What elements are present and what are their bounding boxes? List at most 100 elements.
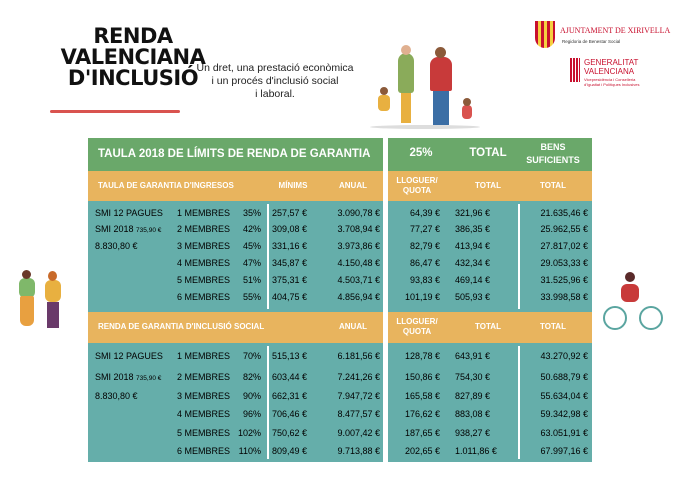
rent-quota: 187,65 € — [404, 428, 440, 438]
bens-total-header: TOTAL — [540, 181, 566, 190]
percent: 42% — [242, 224, 261, 234]
total-header: TOTAL — [475, 322, 501, 331]
divider — [518, 346, 520, 459]
title-line: VALENCIANA — [60, 45, 206, 69]
percent: 96% — [242, 409, 261, 419]
assets-limit: 50.688,79 € — [540, 372, 588, 382]
col-25-header: 25% — [409, 147, 433, 159]
section-header: TAULA DE GARANTIA D'INGRESOS MÍNIMS ANUA… — [88, 171, 383, 201]
annual-value: 8.477,57 € — [337, 409, 380, 419]
total-value: 938,27 € — [455, 428, 491, 438]
monthly-minimum: 809,49 € — [272, 446, 308, 456]
minims-header: MÍNIMS — [278, 181, 308, 190]
bens-total-header: TOTAL — [540, 322, 566, 331]
smi-2018: SMI 2018 735,90 € — [95, 372, 161, 382]
members: 4 MEMBRES — [177, 258, 231, 268]
anual-header: ANUAL — [339, 181, 367, 190]
col-total-header: TOTAL — [469, 147, 507, 159]
smi-2018: SMI 2018 735,90 € — [95, 224, 161, 234]
annual-value: 3.708,94 € — [337, 224, 380, 234]
assets-limit: 43.270,92 € — [540, 351, 588, 361]
percent: 47% — [242, 258, 261, 268]
assets-limit: 63.051,91 € — [540, 428, 588, 438]
assets-limit: 31.525,96 € — [540, 275, 588, 285]
rent-quota: 150,86 € — [404, 372, 440, 382]
percent: 35% — [242, 208, 261, 218]
annual-value: 4.856,94 € — [337, 292, 380, 302]
annual-value: 3.973,86 € — [337, 241, 380, 251]
monthly-minimum: 404,75 € — [272, 292, 308, 302]
assets-limit: 25.962,55 € — [540, 224, 588, 234]
generalitat-emblem-icon — [570, 58, 580, 82]
annual-value: 4.503,71 € — [337, 275, 380, 285]
percent: 102% — [237, 428, 261, 438]
rent-quota: 176,62 € — [404, 409, 440, 419]
monthly-minimum: 309,08 € — [272, 224, 308, 234]
monthly-minimum: 257,57 € — [272, 208, 308, 218]
monthly-minimum: 706,46 € — [272, 409, 308, 419]
members: 2 MEMBRES — [177, 372, 231, 382]
family-illustration — [370, 45, 480, 130]
members: 1 MEMBRES — [177, 208, 231, 218]
members: 5 MEMBRES — [177, 428, 231, 438]
monthly-minimum: 662,31 € — [272, 391, 308, 401]
rent-quota: 77,27 € — [409, 224, 440, 234]
percent: 110% — [238, 446, 261, 456]
percent: 45% — [242, 241, 261, 251]
monthly-minimum: 750,62 € — [272, 428, 308, 438]
assets-limit: 33.998,58 € — [540, 292, 588, 302]
title-line: D'INCLUSIÓ — [67, 66, 199, 90]
generalitat-sub: d'Igualtat i Polítiques Inclusives — [584, 82, 640, 87]
members: 2 MEMBRES — [177, 224, 231, 234]
annual-value: 4.150,48 € — [337, 258, 380, 268]
monthly-minimum: 345,87 € — [272, 258, 308, 268]
assets-limit: 21.635,46 € — [540, 208, 588, 218]
total-value: 827,89 € — [455, 391, 491, 401]
annual-value: 3.090,78 € — [337, 208, 380, 218]
anual-header: ANUAL — [339, 322, 367, 331]
rent-quota: 202,65 € — [404, 446, 440, 456]
total-value: 413,94 € — [455, 241, 491, 251]
members: 5 MEMBRES — [177, 275, 231, 285]
total-value: 386,35 € — [455, 224, 491, 234]
smi-year: SMI 2018 — [95, 224, 134, 234]
total-value: 505,93 € — [455, 292, 491, 302]
smi-annual: 8.830,80 € — [95, 241, 138, 251]
table-title-bar: TAULA 2018 DE LÍMITS DE RENDA DE GARANTI… — [88, 138, 383, 171]
lloguer-header: LLOGUER/ QUOTA — [396, 176, 438, 195]
assets-limit: 29.053,33 € — [540, 258, 588, 268]
assets-limit: 67.997,16 € — [540, 446, 588, 456]
rent-quota: 86,47 € — [409, 258, 440, 268]
monthly-minimum: 515,13 € — [272, 351, 308, 361]
smi-year: SMI 2018 — [95, 372, 134, 382]
rent-quota: 82,79 € — [409, 241, 440, 251]
total-value: 432,34 € — [455, 258, 491, 268]
ajuntament-logo: AJUNTAMENT DE XIRIVELLA Regidoria de Ben… — [535, 18, 675, 53]
section-body — [88, 343, 383, 462]
members: 3 MEMBRES — [177, 241, 231, 251]
table-title-bar-right: 25% TOTAL BENS SUFICIENTS — [388, 138, 592, 171]
subtitle-line: Un dret, una prestació econòmica — [196, 62, 354, 74]
generalitat-sub: Vicepresidència i Conselleria — [584, 77, 636, 82]
assets-limit: 27.817,02 € — [540, 241, 588, 251]
percent: 90% — [242, 391, 261, 401]
annual-value: 9.713,88 € — [337, 446, 380, 456]
smi-monthly: 735,90 € — [136, 375, 162, 382]
section-body-right — [388, 201, 592, 312]
rent-quota: 93,83 € — [409, 275, 440, 285]
smi-label: SMI 12 PAGUES — [95, 208, 163, 218]
total-header: TOTAL — [475, 181, 501, 190]
annual-value: 6.181,56 € — [337, 351, 380, 361]
percent: 82% — [242, 372, 261, 382]
section-body-right — [388, 343, 592, 462]
ajuntament-name: AJUNTAMENT DE XIRIVELLA — [560, 26, 671, 35]
percent: 70% — [242, 351, 261, 361]
annual-value: 7.947,72 € — [337, 391, 380, 401]
percent: 55% — [242, 292, 261, 302]
section-header-right: LLOGUER/ QUOTA TOTAL TOTAL — [388, 171, 592, 201]
members: 4 MEMBRES — [177, 409, 231, 419]
cyclist-illustration — [603, 270, 668, 335]
subtitle-line: i un procés d'inclusió social — [211, 75, 339, 87]
rent-quota: 64,39 € — [409, 208, 440, 218]
rent-quota: 128,78 € — [404, 351, 440, 361]
